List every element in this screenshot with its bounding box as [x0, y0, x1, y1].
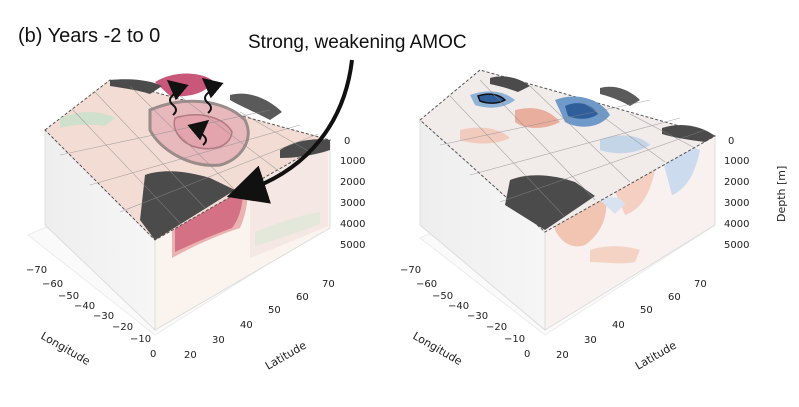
heat-flux-arrow [166, 79, 189, 116]
longitude-tick: −70 [400, 265, 421, 276]
left-latitude-ticks: 20 30 40 50 60 70 [184, 279, 335, 361]
longitude-tick: −40 [448, 301, 469, 312]
longitude-axis-label: Longitude [411, 329, 465, 368]
latitude-tick: 30 [584, 335, 597, 346]
depth-tick: 3000 [724, 198, 749, 209]
longitude-tick: −70 [26, 265, 47, 276]
longitude-tick: −20 [112, 322, 133, 333]
right-latitude-ticks: 20 30 40 50 60 70 [556, 279, 707, 361]
surface-anomaly-max [155, 73, 212, 97]
depth-tick: 5000 [724, 240, 749, 251]
latitude-tick: 20 [184, 350, 197, 361]
longitude-tick: −20 [486, 322, 507, 333]
heat-flux-arrow [201, 77, 224, 114]
longitude-tick: −50 [432, 291, 453, 302]
latitude-tick: 60 [668, 292, 681, 303]
longitude-tick: −30 [93, 311, 114, 322]
latitude-tick: 60 [296, 292, 309, 303]
longitude-tick: 0 [150, 349, 156, 360]
depth-tick: 0 [728, 136, 734, 147]
depth-tick: 1000 [724, 156, 749, 167]
depth-axis-label: Depth [m] [775, 166, 788, 222]
depth-tick: 4000 [340, 219, 365, 230]
depth-tick: 1000 [340, 156, 365, 167]
latitude-tick: 20 [556, 350, 569, 361]
right-longitude-ticks: −70 −60 −50 −40 −30 −20 −10 0 [400, 265, 530, 360]
latitude-tick: 70 [694, 279, 707, 290]
depth-tick: 4000 [724, 219, 749, 230]
latitude-tick: 30 [212, 335, 225, 346]
land-mass [505, 175, 595, 230]
latitude-tick: 40 [240, 320, 253, 331]
panel-title: (b) Years -2 to 0 [18, 25, 160, 47]
latitude-tick: 50 [640, 305, 653, 316]
longitude-tick: −40 [74, 301, 95, 312]
longitude-tick: −10 [504, 334, 525, 345]
longitude-tick: −50 [58, 291, 79, 302]
right-ocean-box [419, 69, 717, 336]
longitude-tick: −10 [130, 334, 151, 345]
depth-tick: 2000 [724, 177, 749, 188]
latitude-tick: 40 [612, 320, 625, 331]
depth-tick: 3000 [340, 198, 365, 209]
latitude-axis-label: Latitude [263, 339, 309, 373]
left-depth-ticks: 0 1000 2000 3000 4000 5000 [340, 136, 365, 251]
positive-anomaly [515, 108, 560, 128]
longitude-tick: −60 [42, 279, 63, 290]
heat-flux-arrows [166, 77, 224, 146]
longitude-tick: −60 [416, 279, 437, 290]
depth-tick: 5000 [340, 240, 365, 251]
heat-flux-arrow [187, 119, 210, 146]
depth-tick: 0 [344, 136, 350, 147]
latitude-tick: 70 [322, 279, 335, 290]
annotation-arrow [226, 59, 354, 204]
latitude-axis-label: Latitude [633, 339, 679, 373]
annotation-label: Strong, weakening AMOC [248, 32, 467, 53]
depth-tick: 2000 [340, 177, 365, 188]
latitude-tick: 50 [268, 305, 281, 316]
longitude-tick: 0 [524, 349, 530, 360]
land-mass [140, 171, 235, 240]
left-ocean-box [27, 73, 332, 336]
right-depth-ticks: 0 1000 2000 3000 4000 5000 [724, 136, 749, 251]
longitude-axis-label: Longitude [39, 329, 93, 368]
longitude-tick: −30 [467, 311, 488, 322]
left-longitude-ticks: −70 −60 −50 −40 −30 −20 −10 0 [26, 265, 156, 360]
